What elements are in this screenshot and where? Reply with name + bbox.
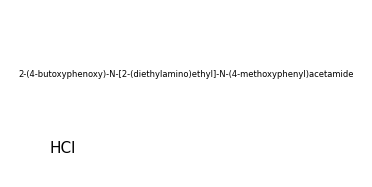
Text: HCl: HCl (49, 141, 76, 156)
Text: 2-(4-butoxyphenoxy)-N-[2-(diethylamino)ethyl]-N-(4-methoxyphenyl)acetamide: 2-(4-butoxyphenoxy)-N-[2-(diethylamino)e… (18, 70, 354, 79)
